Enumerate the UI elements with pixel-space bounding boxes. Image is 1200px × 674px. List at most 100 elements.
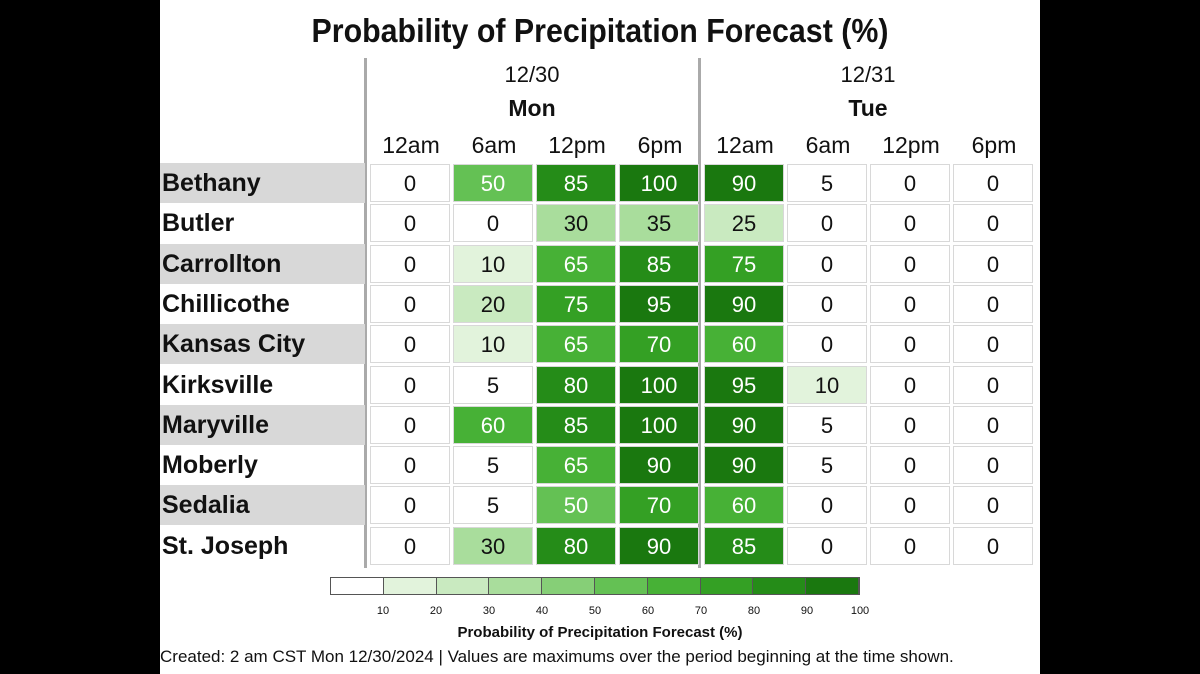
- heatmap-cell: 80: [536, 526, 616, 565]
- heatmap-cell: 35: [619, 204, 699, 243]
- heatmap-cell: 0: [370, 405, 450, 444]
- legend-title: Probability of Precipitation Forecast (%…: [457, 624, 743, 641]
- legend-tick: 10: [376, 605, 390, 617]
- heatmap-cell: 75: [536, 284, 616, 323]
- heatmap-cell: 70: [619, 486, 699, 525]
- heatmap-cell: 0: [870, 446, 950, 485]
- heatmap-cell: 5: [787, 446, 867, 485]
- heatmap-cell: 0: [870, 284, 950, 323]
- row-label: Kirksville: [162, 370, 274, 399]
- row-label: Maryville: [160, 404, 365, 445]
- legend-tick: 40: [535, 605, 549, 617]
- legend-swatch: [594, 578, 648, 594]
- heatmap-cell: 0: [787, 204, 867, 243]
- heatmap-cell: 65: [536, 446, 616, 485]
- heatmap-cell: 80: [536, 365, 616, 404]
- heatmap-cell: 0: [787, 244, 867, 283]
- heatmap-cell: 0: [870, 365, 950, 404]
- heatmap-cell: 0: [370, 204, 450, 243]
- heatmap-cell: 0: [453, 204, 533, 243]
- heatmap-cell: 0: [370, 164, 450, 202]
- heatmap-cell: 5: [787, 164, 867, 202]
- heatmap-cell: 0: [870, 325, 950, 364]
- column-header: 6am: [471, 132, 517, 158]
- heatmap-cell: 0: [953, 486, 1033, 525]
- heatmap-cell: 0: [953, 204, 1033, 243]
- legend-swatch: [383, 578, 437, 594]
- heatmap-cell: 90: [704, 405, 784, 444]
- heatmap-cell: 100: [619, 365, 699, 404]
- heatmap-cell: 65: [536, 244, 616, 283]
- heatmap-cell: 30: [536, 204, 616, 243]
- legend-swatch: [542, 578, 595, 594]
- chart-title: Probability of Precipitation Forecast (%…: [311, 12, 889, 49]
- heatmap-cell: 0: [953, 365, 1033, 404]
- heatmap-cell: 10: [787, 365, 867, 404]
- divider-left: [364, 58, 367, 568]
- heatmap-cell: 0: [953, 164, 1033, 202]
- heatmap-cell: 0: [953, 405, 1033, 444]
- legend-swatch: [647, 578, 701, 594]
- day-name-2: Tue: [848, 95, 888, 121]
- row-label: St. Joseph: [162, 531, 289, 560]
- heatmap-cell: 90: [704, 284, 784, 323]
- column-header: 12am: [716, 132, 774, 158]
- heatmap-cell: 60: [704, 325, 784, 364]
- heatmap-cell: 10: [453, 325, 533, 364]
- column-header: 12pm: [548, 132, 606, 158]
- legend-tick: 60: [641, 605, 655, 617]
- legend-swatch: [753, 578, 807, 594]
- heatmap-cell: 0: [787, 325, 867, 364]
- heatmap-cell: 5: [453, 486, 533, 525]
- legend-tick: 30: [482, 605, 496, 617]
- heatmap-cell: 0: [370, 284, 450, 323]
- column-header: 6pm: [971, 132, 1017, 158]
- day-date-2: 12/31: [840, 62, 896, 87]
- column-header: 6pm: [637, 132, 683, 158]
- heatmap-cell: 5: [453, 446, 533, 485]
- row-label: Sedalia: [160, 485, 365, 526]
- legend-tick: 20: [429, 605, 443, 617]
- column-header: 6am: [805, 132, 851, 158]
- heatmap-cell: 0: [953, 244, 1033, 283]
- legend-swatch: [331, 578, 384, 594]
- legend-bar: [330, 577, 860, 595]
- heatmap-cell: 75: [704, 244, 784, 283]
- day-date-1: 12/30: [504, 62, 560, 87]
- heatmap-cell: 90: [704, 164, 784, 202]
- divider-day: [698, 58, 701, 568]
- column-header: 12pm: [882, 132, 940, 158]
- legend-tick: 80: [747, 605, 761, 617]
- heatmap-cell: 0: [370, 244, 450, 283]
- heatmap-cell: 0: [953, 446, 1033, 485]
- heatmap-cell: 5: [453, 365, 533, 404]
- row-label: Carrollton: [160, 243, 365, 284]
- heatmap-cell: 90: [619, 526, 699, 565]
- heatmap-cell: 0: [870, 405, 950, 444]
- heatmap-cell: 85: [704, 526, 784, 565]
- heatmap-cell: 0: [870, 164, 950, 202]
- heatmap-cell: 0: [370, 486, 450, 525]
- heatmap-cell: 20: [453, 284, 533, 323]
- heatmap-cell: 0: [787, 284, 867, 323]
- legend-swatch: [806, 578, 859, 594]
- heatmap-cell: 0: [370, 526, 450, 565]
- heatmap-cell: 50: [536, 486, 616, 525]
- legend-swatch: [489, 578, 543, 594]
- heatmap-cell: 90: [704, 446, 784, 485]
- heatmap-cell: 0: [953, 325, 1033, 364]
- legend-tick: 70: [694, 605, 708, 617]
- heatmap-cell: 70: [619, 325, 699, 364]
- legend-swatch: [436, 578, 490, 594]
- heatmap-cell: 100: [619, 164, 699, 202]
- heatmap-cell: 0: [870, 244, 950, 283]
- day-name-1: Mon: [508, 95, 556, 121]
- heatmap-cell: 85: [619, 244, 699, 283]
- heatmap-cell: 100: [619, 405, 699, 444]
- legend-tick: 50: [588, 605, 602, 617]
- heatmap-cell: 85: [536, 164, 616, 202]
- footer-note: Created: 2 am CST Mon 12/30/2024 | Value…: [160, 647, 954, 666]
- legend-swatch: [700, 578, 754, 594]
- heatmap-cell: 85: [536, 405, 616, 444]
- row-label: Kansas City: [160, 324, 365, 365]
